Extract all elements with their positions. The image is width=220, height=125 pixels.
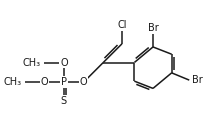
Text: S: S <box>61 96 67 106</box>
Text: O: O <box>40 77 48 87</box>
Text: CH₃: CH₃ <box>23 58 41 68</box>
Text: Cl: Cl <box>117 20 127 30</box>
Text: Br: Br <box>192 75 203 85</box>
Text: O: O <box>60 58 68 68</box>
Text: P: P <box>61 77 67 87</box>
Text: O: O <box>80 77 87 87</box>
Text: Br: Br <box>148 23 158 33</box>
Text: CH₃: CH₃ <box>3 77 21 87</box>
